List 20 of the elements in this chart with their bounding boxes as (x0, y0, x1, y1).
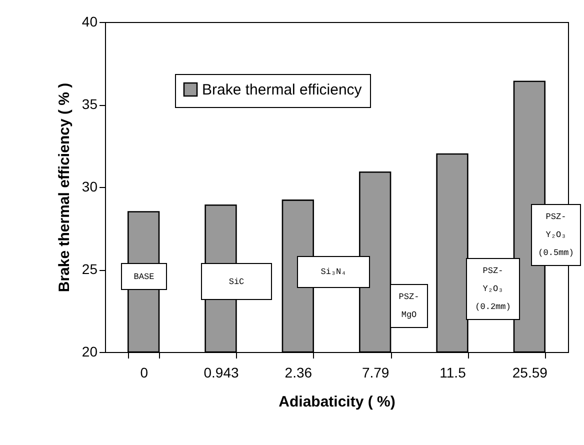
y-tick-label: 20 (82, 344, 98, 360)
annotation: BASE (134, 272, 154, 282)
y-axis-title: Brake thermal efficiency ( % ) (56, 82, 73, 292)
x-tick-label: 2.36 (284, 364, 312, 380)
annotation: PSZ-Y₂O₃ (0.5mm) (538, 212, 574, 258)
x-tick-label: 7.79 (362, 364, 390, 380)
annotation: PSZ-MgO (398, 292, 420, 320)
x-tick-label: 25.59 (512, 364, 548, 380)
y-tick-label: 35 (82, 96, 98, 112)
legend-label: Brake thermal efficiency (202, 82, 362, 98)
y-tick-label: 30 (82, 178, 98, 194)
annotation: SiC (228, 276, 244, 286)
x-tick-label: 0.943 (204, 364, 239, 380)
y-tick-label: 25 (82, 261, 98, 277)
annotation: Si₃N₄ (320, 267, 346, 277)
x-tick-label: 0 (140, 364, 148, 380)
x-tick-label: 11.5 (440, 364, 466, 380)
y-tick-label: 40 (82, 14, 98, 30)
annotation: PSZ-Y₂O₃ (0.2mm) (475, 266, 511, 312)
x-axis-title: Adiabaticity ( %) (278, 394, 396, 410)
